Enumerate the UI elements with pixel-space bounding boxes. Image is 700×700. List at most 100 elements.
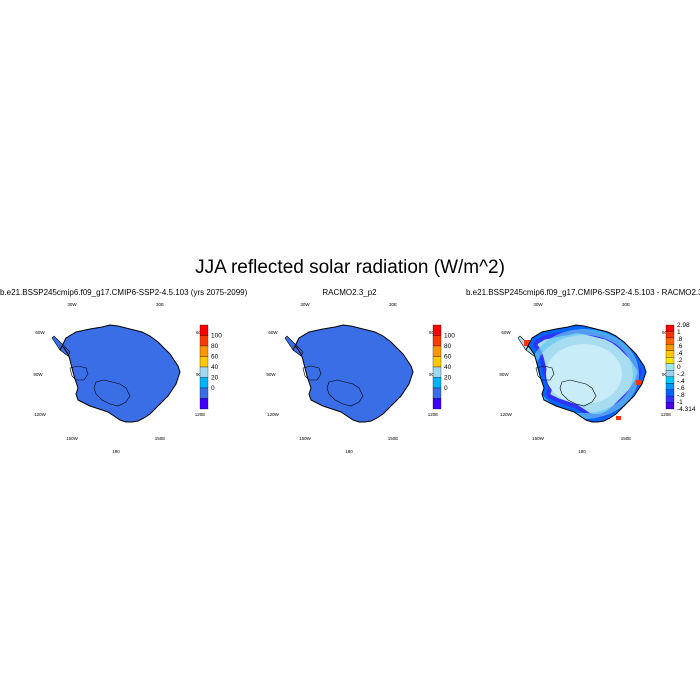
longitude-label: 90W bbox=[33, 372, 43, 377]
positive-patch bbox=[524, 340, 530, 346]
longitude-label: 120W bbox=[500, 412, 513, 417]
colorbar-box bbox=[665, 350, 675, 358]
colorbar-label: -.6 bbox=[677, 385, 685, 392]
colorbar-label: 1 bbox=[677, 329, 681, 336]
coastline bbox=[59, 324, 181, 423]
colorbar-label: .2 bbox=[677, 357, 683, 364]
ross-ice-shelf bbox=[93, 379, 131, 407]
colorbar-box bbox=[665, 331, 675, 339]
antarctica-map: 30W30E60W60E90W90E120W120E150W150E180100… bbox=[266, 302, 455, 454]
ronne-ice-shelf bbox=[535, 365, 555, 381]
colorbar: 100 80 60 40 20 0 bbox=[199, 324, 222, 410]
colorbar-box bbox=[665, 370, 675, 377]
colorbar-box bbox=[665, 395, 675, 403]
colorbar-label: 20 bbox=[444, 375, 452, 382]
colorbar-box bbox=[432, 324, 442, 336]
colorbar-box bbox=[432, 387, 442, 399]
colorbar-label: .8 bbox=[677, 336, 683, 343]
panel-title: b.e21.BSSP245cmip6.f09_g17.CMIP6-SSP2-4.… bbox=[0, 288, 248, 297]
colorbar-box bbox=[665, 337, 675, 345]
continent bbox=[284, 324, 414, 423]
colorbar-box bbox=[432, 366, 442, 378]
colorbar-label: 40 bbox=[211, 364, 219, 371]
colorbar-box bbox=[665, 389, 675, 397]
longitude-label: 30E bbox=[156, 302, 164, 307]
ross-ice-shelf bbox=[326, 379, 364, 407]
longitude-label: 120W bbox=[34, 412, 47, 417]
longitude-label: 30W bbox=[533, 302, 543, 307]
longitude-label: 180 bbox=[578, 449, 586, 454]
colorbar-box bbox=[665, 344, 675, 351]
colorbar-label: .6 bbox=[677, 343, 683, 350]
panel-racmo: RACMO2.3_p2 30W30E60W60E90W90E120W120E15… bbox=[233, 288, 466, 460]
longitude-label: 150W bbox=[532, 436, 545, 441]
colorbar-label: -.4 bbox=[677, 378, 685, 385]
continent bbox=[51, 324, 181, 423]
colorbar-label: -.2 bbox=[677, 371, 685, 378]
colorbar-box bbox=[199, 398, 209, 410]
ronne-ice-shelf bbox=[302, 365, 322, 381]
colorbar-box bbox=[199, 356, 209, 368]
longitude-label: 30W bbox=[300, 302, 310, 307]
longitude-label: 90W bbox=[499, 372, 509, 377]
colorbar-box bbox=[199, 377, 209, 389]
colorbar-box bbox=[665, 402, 675, 410]
longitude-label: 120E bbox=[195, 412, 206, 417]
colorbar-label: 20 bbox=[211, 375, 219, 382]
antarctica-map: 30W30E60W60E90W90E120W120E150W150E1802.9… bbox=[499, 302, 696, 454]
longitude-label: 120E bbox=[428, 412, 439, 417]
longitude-label: 60W bbox=[268, 330, 278, 335]
longitude-label: 150W bbox=[66, 436, 79, 441]
longitude-label: 150E bbox=[155, 436, 166, 441]
longitude-label: 180 bbox=[112, 449, 120, 454]
colorbar-label: -1 bbox=[677, 399, 683, 406]
colorbar-box bbox=[199, 345, 209, 357]
colorbar-label: 0 bbox=[677, 364, 681, 371]
coastline bbox=[292, 324, 414, 423]
colorbar-box bbox=[199, 324, 209, 336]
longitude-label: 30E bbox=[389, 302, 397, 307]
ronne-ice-shelf bbox=[69, 365, 89, 381]
panel-model: b.e21.BSSP245cmip6.f09_g17.CMIP6-SSP2-4.… bbox=[0, 288, 248, 460]
colorbar-box bbox=[432, 398, 442, 410]
colorbar-box bbox=[665, 363, 675, 371]
ice-sheet bbox=[60, 325, 180, 422]
colorbar-label: -.8 bbox=[677, 392, 685, 399]
antarctica-map: 30W30E60W60E90W90E120W120E150W150E180100… bbox=[33, 302, 222, 454]
coastline bbox=[525, 324, 647, 423]
colorbar-box bbox=[665, 383, 675, 390]
longitude-label: 90W bbox=[266, 372, 276, 377]
colorbar-box bbox=[432, 335, 442, 347]
colorbar-label: 60 bbox=[444, 354, 452, 361]
colorbar-box bbox=[199, 387, 209, 399]
colorbar-label: 2.98 bbox=[677, 322, 690, 329]
colorbar-box bbox=[665, 357, 675, 364]
colorbar-box bbox=[432, 356, 442, 368]
colorbar-label: 80 bbox=[444, 343, 452, 350]
colorbar-label: 40 bbox=[444, 364, 452, 371]
longitude-label: 180 bbox=[345, 449, 353, 454]
panel-difference: b.e21.BSSP245cmip6.f09_g17.CMIP6-SSP2-4.… bbox=[466, 288, 700, 460]
longitude-label: 150E bbox=[388, 436, 399, 441]
positive-patch bbox=[616, 416, 621, 420]
colorbar-label: 100 bbox=[444, 333, 455, 340]
longitude-label: 30W bbox=[67, 302, 77, 307]
longitude-label: 150W bbox=[299, 436, 312, 441]
colorbar-label: 100 bbox=[211, 333, 222, 340]
continent bbox=[517, 324, 647, 423]
colorbar-label: -4.314 bbox=[677, 406, 696, 413]
colorbar-box bbox=[199, 335, 209, 347]
positive-patch bbox=[636, 380, 641, 385]
colorbar-box bbox=[665, 376, 675, 384]
ross-ice-shelf bbox=[559, 379, 597, 407]
colorbar: 2.981.8.6.4.20-.2-.4-.6-.8-1-4.314 bbox=[665, 322, 696, 413]
colorbar-box bbox=[665, 324, 675, 332]
longitude-label: 30E bbox=[622, 302, 630, 307]
colorbar-label: 0 bbox=[444, 385, 448, 392]
colorbar: 100 80 60 40 20 0 bbox=[432, 324, 455, 410]
interior-plateau bbox=[546, 344, 622, 404]
colorbar-box bbox=[432, 345, 442, 357]
ice-sheet bbox=[293, 325, 413, 422]
longitude-label: 60W bbox=[35, 330, 45, 335]
panel-title: b.e21.BSSP245cmip6.f09_g17.CMIP6-SSP2-4.… bbox=[466, 288, 700, 297]
